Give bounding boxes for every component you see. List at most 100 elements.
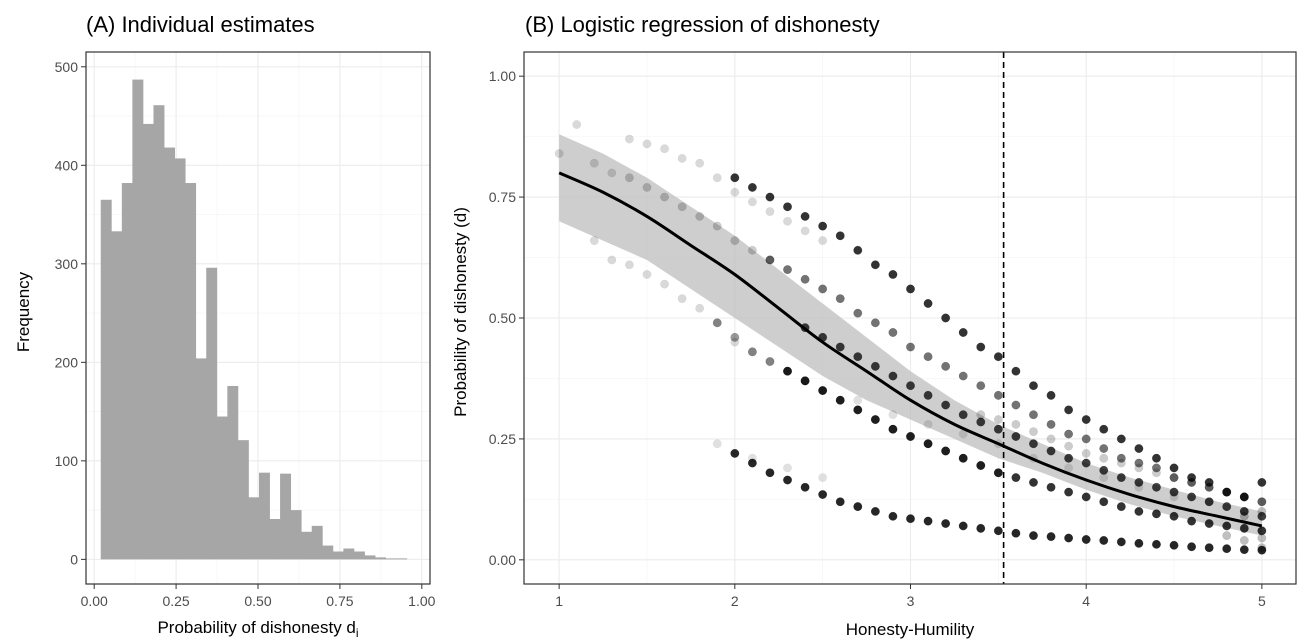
panel-a-y-tick-label: 500 (55, 59, 79, 75)
data-point (1116, 453, 1126, 463)
data-point (1116, 502, 1126, 512)
data-point (923, 516, 933, 526)
panel-a-y-tick-label: 0 (70, 551, 78, 567)
panel-a-x-axis-title: Probability of dishonesty di (157, 618, 358, 640)
data-point (642, 182, 652, 192)
histogram-bar (248, 497, 260, 560)
data-point (1011, 473, 1021, 483)
histogram-bar (332, 551, 344, 560)
data-point (1152, 482, 1161, 492)
data-point (993, 424, 1003, 434)
histogram-bar (237, 440, 249, 560)
data-point (1046, 390, 1056, 400)
data-point (1081, 535, 1091, 544)
data-point (1239, 507, 1249, 516)
data-point (870, 318, 880, 328)
data-point (853, 405, 863, 415)
data-point (958, 410, 968, 420)
data-point (1046, 419, 1056, 429)
data-point (853, 245, 863, 255)
data-point (923, 419, 933, 429)
data-point (747, 197, 757, 207)
panel-a-x-tick-label: 0.75 (326, 593, 353, 609)
data-point (800, 211, 810, 221)
data-point (800, 482, 810, 492)
data-point (870, 415, 880, 425)
data-point (1081, 415, 1091, 425)
data-point (835, 294, 845, 304)
data-point (765, 255, 775, 265)
data-point (1257, 477, 1267, 487)
data-point (976, 523, 986, 533)
data-point (1152, 468, 1161, 478)
data-point (765, 357, 775, 366)
histogram-bar (258, 472, 270, 560)
data-point (923, 299, 933, 308)
data-point (712, 318, 722, 328)
data-point (765, 255, 775, 265)
panel-a-x-tick-label: 0.00 (81, 593, 108, 609)
histogram-bar (385, 558, 397, 560)
panel-b-x-tick-label: 4 (1082, 593, 1090, 609)
data-point (958, 521, 968, 531)
data-point (818, 284, 828, 294)
data-point (976, 381, 986, 391)
data-point (660, 192, 669, 202)
panel-b-x-axis-title: Honesty-Humility (846, 620, 975, 639)
data-point (1011, 400, 1021, 410)
data-point (1257, 497, 1267, 507)
data-point (1152, 539, 1161, 549)
data-point (783, 216, 792, 226)
data-point (818, 386, 828, 395)
data-point (906, 342, 915, 352)
histogram-bar (280, 473, 292, 560)
data-point (835, 342, 845, 352)
data-point (818, 236, 828, 246)
data-point (1064, 533, 1074, 543)
data-point (1029, 381, 1038, 391)
data-point (888, 371, 898, 381)
data-point (818, 386, 828, 395)
data-point (993, 352, 1003, 362)
panel-a-y-tick-label: 300 (55, 256, 79, 272)
data-point (1011, 419, 1021, 429)
data-point (1099, 465, 1109, 475)
histogram-bar (142, 123, 154, 560)
data-point (941, 361, 951, 371)
data-point (870, 415, 880, 425)
data-point (1257, 543, 1267, 553)
data-point (800, 376, 810, 386)
data-point (1099, 536, 1109, 545)
data-point (1029, 427, 1038, 437)
data-point (923, 439, 933, 449)
data-point (853, 405, 863, 415)
panel-b: (B) Logistic regression of dishonesty 1 2… (451, 12, 1297, 639)
data-point (1152, 453, 1161, 463)
data-point (1064, 441, 1074, 451)
data-point (853, 308, 863, 318)
data-point (835, 497, 845, 507)
data-point (888, 328, 898, 337)
data-point (1204, 482, 1214, 492)
data-point (747, 347, 757, 357)
panel-b-y-tick-label: 0.50 (489, 310, 516, 326)
data-point (1081, 434, 1091, 444)
data-point (853, 395, 863, 405)
data-point (1169, 540, 1179, 550)
data-point (747, 458, 757, 468)
histogram-bar (100, 199, 112, 560)
data-point (1046, 446, 1056, 456)
data-point (993, 390, 1003, 400)
panel-a-y-tick-label: 200 (55, 354, 79, 370)
data-point (1239, 536, 1249, 545)
data-point (888, 410, 898, 420)
data-point (695, 211, 705, 221)
data-point (765, 192, 775, 202)
data-point (1239, 492, 1249, 502)
histogram-bar (153, 105, 165, 560)
data-point (870, 260, 880, 270)
data-point (1134, 444, 1144, 454)
data-point (941, 400, 951, 410)
data-point (1169, 473, 1179, 483)
